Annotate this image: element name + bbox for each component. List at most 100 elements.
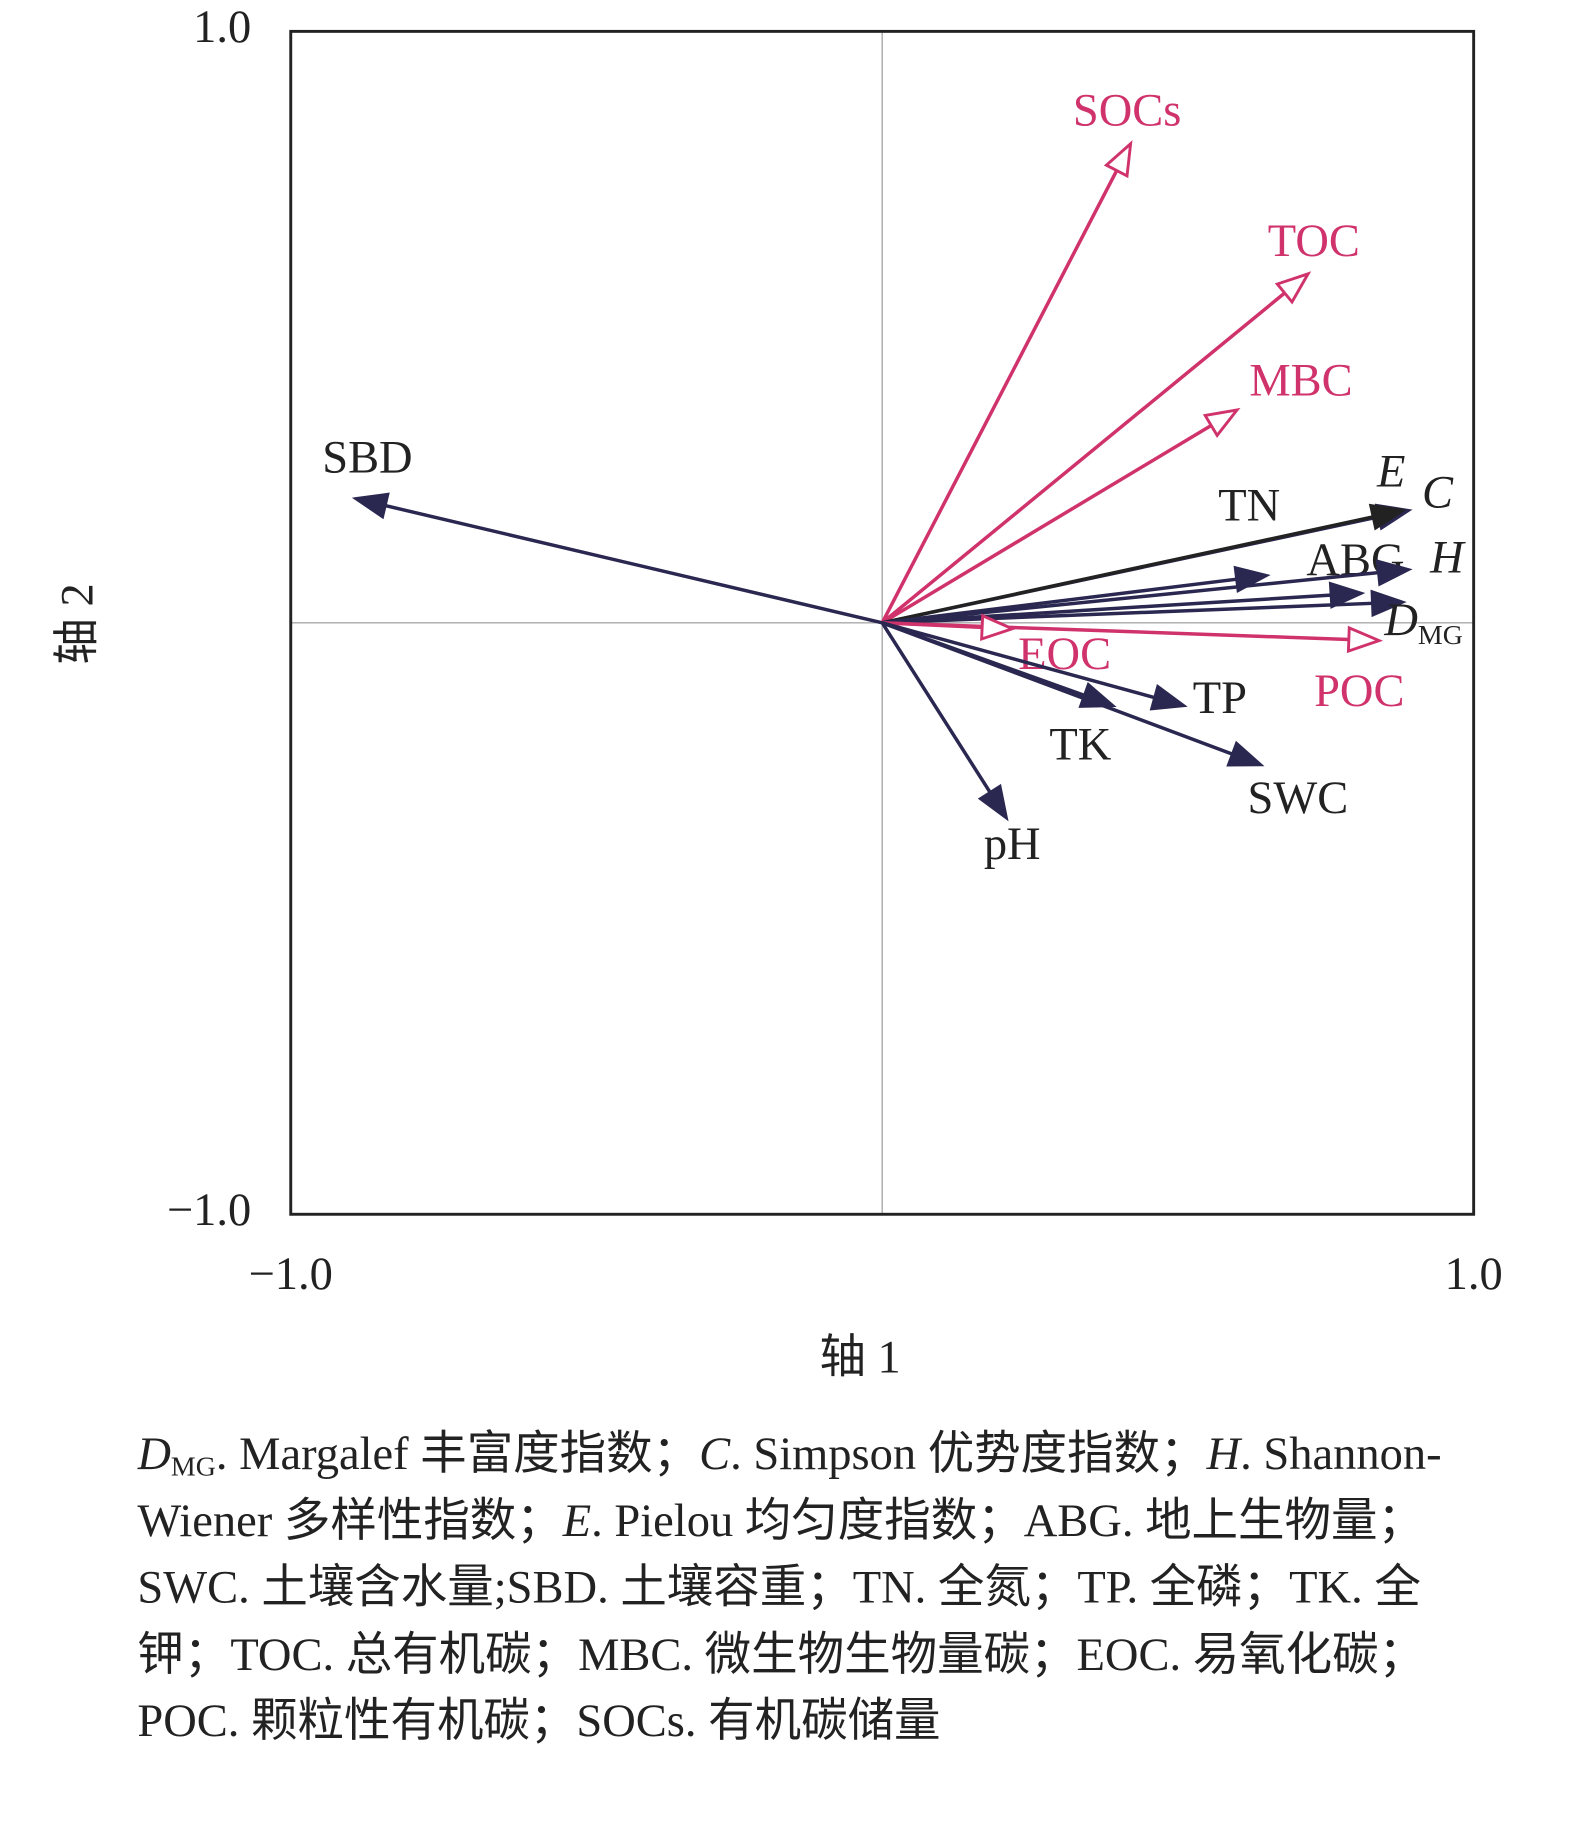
arrow [881,407,1241,625]
arrow [880,621,1009,822]
caption-text: . Pielou 均匀度指数； [591,1493,1024,1547]
arrow-head [1226,740,1265,767]
arrow-shaft [881,621,1257,765]
caption-term: ABG [1023,1493,1122,1547]
arrow-label: TP [1193,673,1247,724]
caption-item: ABG. 地上生物量； [1024,1494,1424,1546]
x-axis-label: 轴 1 [819,1333,900,1384]
arrow-label: POC [1314,666,1404,717]
arrow-label-name: TP [1193,673,1247,724]
arrow-shaft [359,497,883,625]
arrow-label-name: TN [1218,480,1280,531]
caption-term: TK [1289,1560,1352,1613]
plot-frame [289,29,1476,1216]
y-axis-label: 轴 2 [52,583,103,664]
caption-term: C [699,1426,731,1480]
caption-term: E [562,1493,592,1547]
arrow-head [1328,581,1366,609]
caption-term: SOCs [576,1694,685,1747]
arrow-head [1375,559,1413,587]
caption-text: . 全磷； [1126,1560,1290,1613]
caption-item: SBD. 土壤容重； [507,1561,853,1613]
arrow-label: SBD [322,432,412,483]
caption-item: POC. 颗粒性有机碳； [137,1694,576,1746]
arrow [882,589,1407,625]
arrow-label: C [1422,467,1454,518]
caption-item: TN. 全氮； [853,1561,1078,1613]
arrow-head [1103,140,1133,179]
arrow-shaft [880,169,1119,624]
arrow-shaft [881,621,1180,707]
arrow-label: E [1376,446,1405,497]
arrow [881,271,1312,625]
caption-text: . 总有机碳； [322,1627,579,1680]
arrow-shaft [881,423,1213,625]
caption-item: TOC. 总有机碳； [230,1627,578,1679]
caption-item: H. Shannon-Wiener 多样性指数； [137,1427,1441,1546]
arrow-head [1202,407,1241,438]
arrow-label-name: H [1429,532,1466,583]
caption-text: . 易氧化碳； [1169,1627,1426,1680]
arrow [881,621,1265,767]
arrow [882,613,1017,642]
arrow-label: TK [1049,719,1111,770]
caption-text: . 颗粒性有机碳； [227,1694,577,1747]
caption-term: H [1206,1426,1241,1480]
caption-text: . Simpson 优势度指数； [730,1426,1207,1480]
arrow [881,503,1407,625]
caption-item: SWC. 土壤含水量; [137,1561,506,1613]
arrow-head [977,783,1009,822]
arrow-shaft [882,621,983,630]
arrow-head [1149,684,1188,711]
arrow-label-name: SWC [1248,773,1349,824]
caption-term: EOC [1076,1627,1170,1680]
arrow-label: SWC [1248,773,1349,824]
arrow-label: TOC [1268,215,1360,266]
arrow-label-name: MBC [1249,355,1352,406]
arrow [351,492,883,625]
caption-box: DMG. Margalef 丰富度指数；C. Simpson 优势度指数；H. … [137,1420,1508,1754]
arrow-label-name: TK [1049,719,1111,770]
caption-text: . 微生物生物量碳； [681,1627,1077,1680]
arrow-label-name: SOCs [1073,85,1181,136]
arrow-label-name: D [1383,595,1418,646]
caption-text: . 土壤含水量; [238,1560,507,1613]
arrow-label-subscript: MG [1418,621,1463,652]
arrow [880,140,1133,624]
arrow-label-name: POC [1314,666,1404,717]
x-tick-label: 1.0 [1445,1249,1503,1300]
arrow-shaft [882,568,1405,625]
arrow-head [980,613,1017,642]
arrow [882,559,1413,625]
caption-term: POC [137,1694,228,1747]
arrow-shaft [881,509,1399,625]
caption-item: EOC. 易氧化碳； [1077,1627,1426,1679]
arrow-label: DMG [1383,595,1462,652]
caption-text: . 全钾； [137,1560,1421,1680]
arrow-label: pH [984,819,1041,870]
arrow-label: H [1429,532,1466,583]
arrow-label: MBC [1249,355,1352,406]
arrow-head [1370,589,1407,618]
y-tick-label: −1.0 [167,1185,251,1236]
y-tick-label: 1.0 [193,2,251,53]
caption-term: SBD [506,1560,598,1613]
caption-item: TK. 全钾； [137,1561,1420,1680]
arrow-head [1346,625,1384,654]
caption-text: . Margalef 丰富度指数； [215,1426,700,1480]
caption-term: SWC [137,1560,239,1613]
arrow-label-name: EOC [1018,628,1111,679]
caption-item: TP. 全磷； [1077,1561,1289,1613]
arrow-head [1368,503,1407,531]
arrow-label: EOC [1018,628,1111,679]
caption-text: . 全氮； [914,1560,1078,1613]
caption: DMG. Margalef 丰富度指数；C. Simpson 优势度指数；H. … [137,1420,1508,1754]
caption-item: MBC. 微生物生物量碳； [578,1627,1076,1679]
caption-term: TOC [230,1627,323,1680]
arrow-label-name: C [1422,467,1454,518]
caption-term: D [137,1426,171,1480]
caption-term: TP [1077,1560,1127,1613]
arrow-head [351,492,390,520]
caption-text: . Shannon-Wiener 多样性指数； [137,1426,1442,1547]
